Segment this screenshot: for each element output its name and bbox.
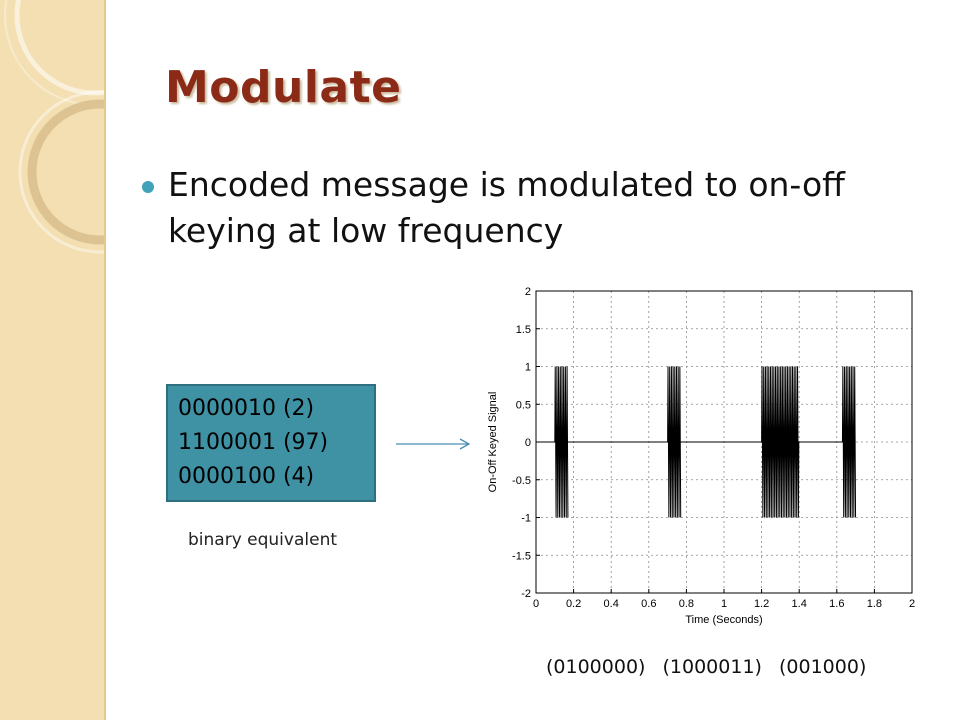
code-label: (0100000) <box>546 656 646 678</box>
x-tick-label: 1.6 <box>829 598 844 610</box>
x-tick-label: 1 <box>721 598 727 610</box>
code-labels: (0100000) (1000011) (001000) <box>546 656 866 678</box>
signal-burst <box>554 366 569 518</box>
binary-line: 0000010 (2) <box>178 396 315 421</box>
binary-caption: binary equivalent <box>188 530 338 550</box>
y-tick-label: 0.5 <box>516 399 531 411</box>
signal-burst <box>761 366 800 518</box>
x-tick-label: 0.4 <box>604 598 619 610</box>
sidebar-edge <box>104 0 106 720</box>
y-axis-label: On-Off Keyed Signal <box>487 392 499 493</box>
x-axis-label: Time (Seconds) <box>685 614 762 626</box>
signal-burst <box>841 366 857 518</box>
bullet-line-1: Encoded message is modulated to on-off <box>168 165 845 204</box>
signal-burst <box>667 366 682 518</box>
y-tick-label: 1.5 <box>516 324 531 336</box>
x-tick-label: 0.8 <box>679 598 694 610</box>
code-label: (001000) <box>779 656 867 678</box>
bullet-text: Encoded message is modulated to on-off k… <box>168 162 908 254</box>
bullet-line-2: keying at low frequency <box>168 211 564 250</box>
arrow-icon <box>396 438 471 450</box>
y-tick-label: -0.5 <box>512 475 531 487</box>
binary-line: 0000100 (4) <box>178 464 315 489</box>
x-tick-label: 0 <box>533 598 539 610</box>
y-tick-label: -1.5 <box>512 550 531 562</box>
binary-line: 1100001 (97) <box>178 430 329 455</box>
x-tick-label: 1.2 <box>754 598 769 610</box>
y-tick-label: 2 <box>525 286 531 298</box>
ticks-layer: 0 0.2 0.4 0.6 0.8 1 1.2 1.4 1.6 1.8 2 -2 -1.5 -1 -0.5 0… <box>512 286 915 610</box>
x-tick-label: 0.6 <box>641 598 656 610</box>
x-tick-label: 1.8 <box>867 598 882 610</box>
y-tick-label: -2 <box>521 588 531 600</box>
x-tick-label: 2 <box>909 598 915 610</box>
decorative-circles <box>4 0 106 254</box>
code-label: (1000011) <box>662 656 762 678</box>
signal-layer <box>536 366 857 518</box>
slide-title: Modulate <box>165 62 402 113</box>
x-tick-label: 0.2 <box>566 598 581 610</box>
ook-chart: 0 0.2 0.4 0.6 0.8 1 1.2 1.4 1.6 1.8 2 -2 -1.5 -1 -0.5 0… <box>487 286 915 626</box>
sidebar-decoration <box>0 0 106 720</box>
y-tick-label: -1 <box>521 513 531 525</box>
y-tick-label: 1 <box>525 362 531 374</box>
bullet-dot-icon <box>142 181 154 193</box>
x-tick-label: 1.4 <box>792 598 807 610</box>
binary-box: 0000010 (2) 1100001 (97) 0000100 (4) <box>166 384 376 502</box>
y-tick-label: 0 <box>525 437 531 449</box>
